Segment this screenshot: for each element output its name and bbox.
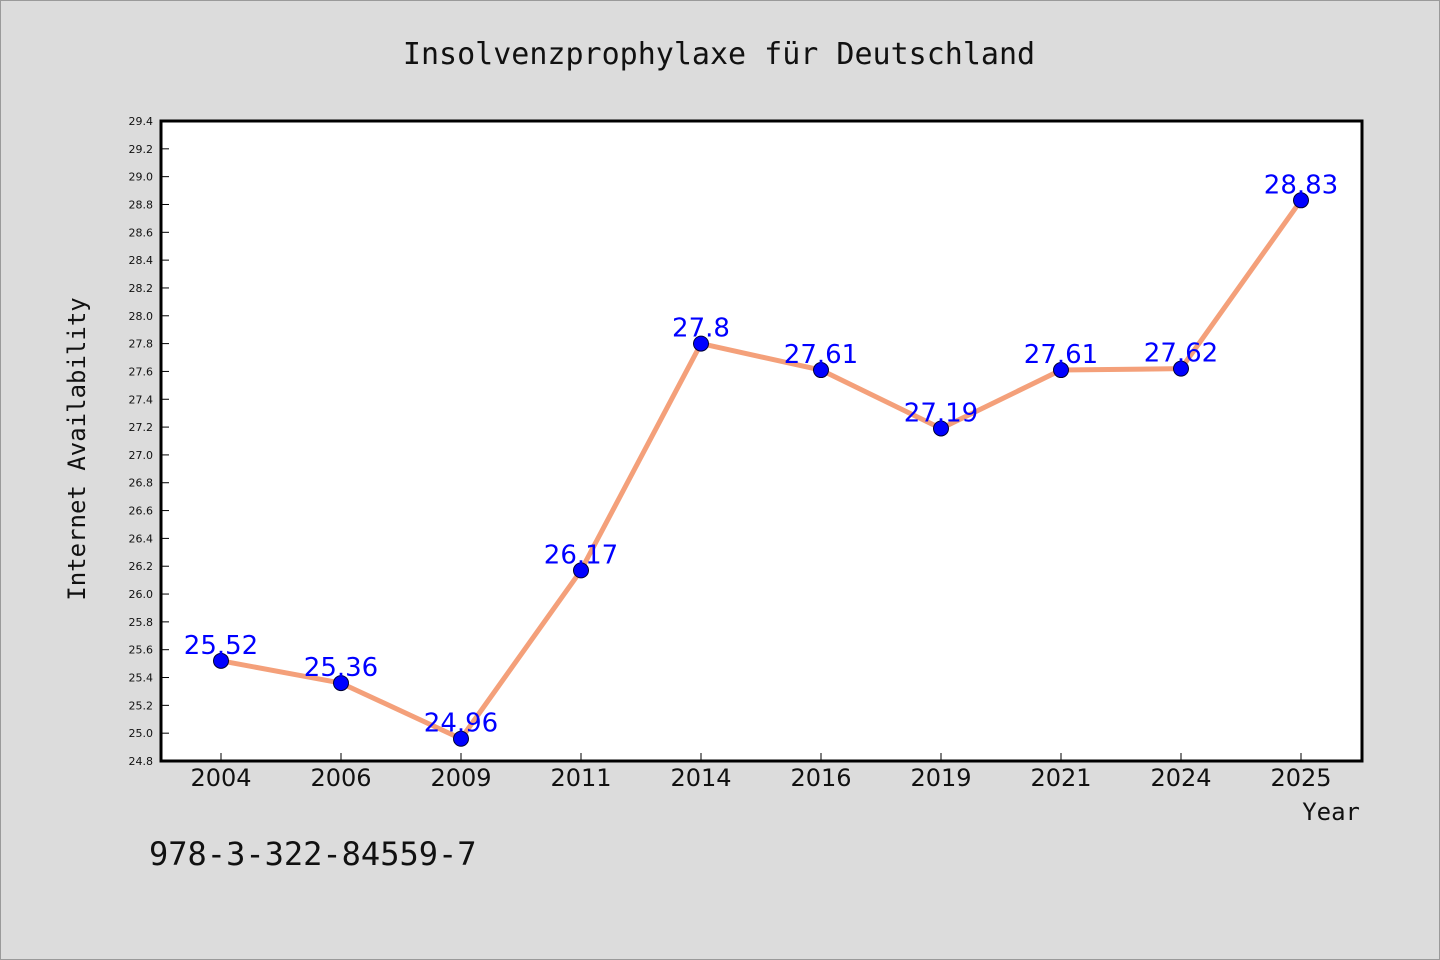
data-label: 24.96: [424, 709, 498, 739]
x-tick-label: 2011: [550, 764, 611, 792]
y-axis-title: Internet Availability: [63, 297, 91, 600]
chart-title: Insolvenzprophylaxe für Deutschland: [403, 37, 1035, 72]
x-tick-label: 2021: [1030, 764, 1091, 792]
y-tick-label: 27.4: [129, 393, 154, 406]
x-tick-label: 2019: [910, 764, 971, 792]
data-label: 27.61: [784, 340, 858, 370]
data-label: 26.17: [544, 540, 618, 570]
data-point: [453, 730, 469, 747]
data-label: 28.83: [1264, 170, 1338, 200]
data-label: 25.36: [304, 653, 378, 683]
y-tick-label: 28.6: [129, 226, 154, 239]
x-axis: 2004 2006 2009 2011 2014 2016 2019 2021 2024 2025: [190, 753, 1332, 792]
y-tick-label: 25.2: [129, 699, 154, 712]
plot-area: [159, 119, 1364, 763]
y-axis: 24.8 25.0 25.2 25.4 25.6 25.8 26.0 26.2 26.4 26.6…: [129, 115, 169, 768]
x-tick-label: 2009: [430, 764, 491, 792]
data-label: 25.52: [184, 631, 258, 661]
data-label: 27.19: [904, 398, 978, 428]
y-tick-label: 29.2: [129, 143, 154, 156]
data-point: [813, 362, 829, 379]
y-tick-label: 26.4: [129, 532, 154, 545]
y-tick-label: 29.4: [129, 115, 154, 128]
y-tick-label: 28.4: [129, 254, 154, 267]
y-tick-label: 25.8: [129, 616, 154, 629]
y-tick-label: 25.0: [129, 727, 154, 740]
data-markers: [213, 192, 1309, 747]
y-tick-label: 28.8: [129, 198, 154, 211]
x-tick-label: 2014: [670, 764, 731, 792]
data-point: [933, 420, 949, 437]
y-tick-label: 26.6: [129, 505, 154, 518]
x-tick-label: 2004: [190, 764, 251, 792]
data-point: [693, 335, 709, 352]
data-label: 27.62: [1144, 339, 1218, 369]
y-tick-label: 26.8: [129, 477, 154, 490]
y-tick-label: 25.4: [129, 672, 154, 685]
y-tick-label: 26.2: [129, 560, 154, 573]
data-point: [573, 562, 589, 579]
y-tick-label: 27.2: [129, 421, 154, 434]
y-tick-label: 26.0: [129, 588, 154, 601]
y-tick-label: 28.2: [129, 282, 154, 295]
data-point: [1173, 360, 1189, 377]
data-point: [213, 652, 229, 669]
y-tick-label: 28.0: [129, 310, 154, 323]
x-axis-title: Year: [1302, 798, 1360, 826]
data-labels: 25.52 25.36 24.96 26.17 27.8 27.61 27.19 27.61 2…: [184, 170, 1338, 738]
data-point: [1293, 192, 1309, 209]
x-tick-label: 2006: [310, 764, 371, 792]
y-tick-label: 27.6: [129, 365, 154, 378]
y-tick-label: 25.6: [129, 644, 154, 657]
x-tick-label: 2016: [790, 764, 851, 792]
data-point: [333, 675, 349, 692]
x-tick-label: 2025: [1270, 764, 1331, 792]
isbn-text: 978-3-322-84559-7: [149, 835, 477, 873]
series-line: [220, 198, 1304, 742]
data-point: [1053, 362, 1069, 379]
y-tick-label: 27.8: [129, 338, 154, 351]
x-tick-label: 2024: [1150, 764, 1211, 792]
data-label: 27.61: [1024, 340, 1098, 370]
y-tick-label: 24.8: [129, 755, 154, 768]
data-label: 27.8: [672, 314, 730, 344]
y-tick-label: 27.0: [129, 449, 154, 462]
y-tick-label: 29.0: [129, 171, 154, 184]
